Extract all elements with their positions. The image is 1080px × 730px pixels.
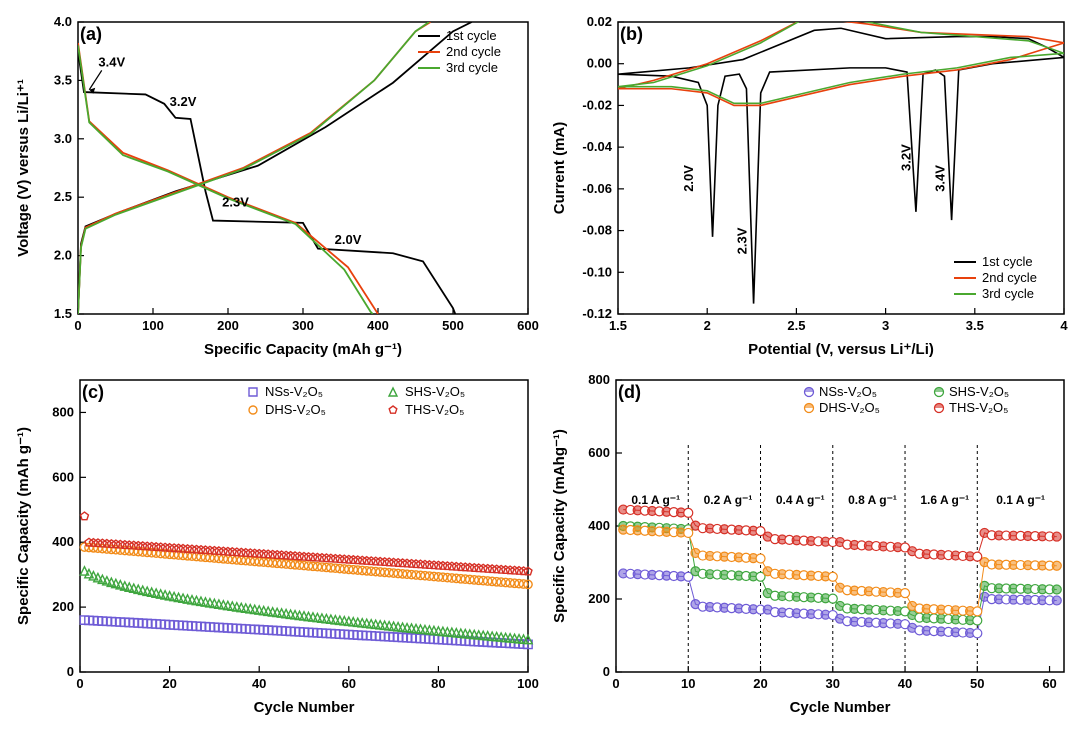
svg-text:400: 400 bbox=[588, 518, 610, 533]
svg-text:60: 60 bbox=[342, 676, 356, 691]
svg-text:2: 2 bbox=[704, 318, 711, 333]
svg-text:50: 50 bbox=[970, 676, 984, 691]
svg-text:Cycle Number: Cycle Number bbox=[790, 699, 891, 716]
svg-text:SHS-V₂O₅: SHS-V₂O₅ bbox=[405, 384, 465, 399]
svg-text:THS-V₂O₅: THS-V₂O₅ bbox=[405, 402, 464, 417]
svg-text:30: 30 bbox=[826, 676, 840, 691]
svg-text:0: 0 bbox=[74, 318, 81, 333]
svg-text:Specific Capacity (mAh g⁻¹): Specific Capacity (mAh g⁻¹) bbox=[204, 341, 402, 358]
svg-text:3rd cycle: 3rd cycle bbox=[982, 286, 1034, 301]
svg-text:0.1 A g⁻¹: 0.1 A g⁻¹ bbox=[631, 493, 680, 507]
panel-b: 1.522.533.54-0.12-0.10-0.08-0.06-0.04-0.… bbox=[546, 10, 1076, 362]
svg-text:Potential (V, versus Li⁺/Li): Potential (V, versus Li⁺/Li) bbox=[748, 341, 934, 358]
svg-text:0.1 A g⁻¹: 0.1 A g⁻¹ bbox=[996, 493, 1045, 507]
svg-text:2.5: 2.5 bbox=[787, 318, 805, 333]
svg-text:-0.10: -0.10 bbox=[582, 264, 612, 279]
svg-text:100: 100 bbox=[517, 676, 539, 691]
svg-text:2.5: 2.5 bbox=[54, 189, 72, 204]
svg-text:-0.04: -0.04 bbox=[582, 139, 612, 154]
svg-text:80: 80 bbox=[431, 676, 445, 691]
svg-text:4: 4 bbox=[1060, 318, 1068, 333]
svg-text:0.8 A g⁻¹: 0.8 A g⁻¹ bbox=[848, 493, 897, 507]
svg-text:3.5: 3.5 bbox=[966, 318, 984, 333]
svg-text:0.2 A g⁻¹: 0.2 A g⁻¹ bbox=[704, 493, 753, 507]
svg-text:600: 600 bbox=[588, 445, 610, 460]
svg-text:400: 400 bbox=[367, 318, 389, 333]
svg-text:(d): (d) bbox=[618, 382, 641, 402]
svg-text:-0.08: -0.08 bbox=[582, 223, 612, 238]
svg-text:300: 300 bbox=[292, 318, 314, 333]
svg-text:1st cycle: 1st cycle bbox=[982, 254, 1033, 269]
svg-text:10: 10 bbox=[681, 676, 695, 691]
svg-text:1.6 A g⁻¹: 1.6 A g⁻¹ bbox=[920, 493, 969, 507]
svg-text:3: 3 bbox=[882, 318, 889, 333]
svg-text:20: 20 bbox=[162, 676, 176, 691]
svg-text:600: 600 bbox=[52, 469, 74, 484]
svg-text:4.0: 4.0 bbox=[54, 14, 72, 29]
panel-d: 01020304050600200400600800Cycle NumberSp… bbox=[546, 368, 1076, 720]
svg-text:NSs-V₂O₅: NSs-V₂O₅ bbox=[819, 384, 877, 399]
svg-text:Current (mA): Current (mA) bbox=[551, 122, 568, 215]
svg-text:DHS-V₂O₅: DHS-V₂O₅ bbox=[819, 400, 880, 415]
svg-text:(b): (b) bbox=[620, 24, 643, 44]
svg-text:800: 800 bbox=[588, 372, 610, 387]
svg-text:0.4 A g⁻¹: 0.4 A g⁻¹ bbox=[776, 493, 825, 507]
svg-text:Cycle Number: Cycle Number bbox=[254, 699, 355, 716]
svg-text:200: 200 bbox=[588, 591, 610, 606]
svg-text:3.5: 3.5 bbox=[54, 72, 72, 87]
svg-text:0.00: 0.00 bbox=[587, 56, 612, 71]
svg-text:3.2V: 3.2V bbox=[170, 94, 197, 109]
svg-text:2nd cycle: 2nd cycle bbox=[446, 44, 501, 59]
svg-text:0: 0 bbox=[67, 664, 74, 679]
svg-text:200: 200 bbox=[217, 318, 239, 333]
svg-text:3.4V: 3.4V bbox=[932, 165, 947, 192]
svg-text:Specific Capacity (mAhg⁻¹): Specific Capacity (mAhg⁻¹) bbox=[551, 429, 568, 623]
svg-text:60: 60 bbox=[1042, 676, 1056, 691]
svg-text:Specific Capacity (mAh g⁻¹): Specific Capacity (mAh g⁻¹) bbox=[15, 427, 32, 625]
svg-text:400: 400 bbox=[52, 534, 74, 549]
svg-text:NSs-V₂O₅: NSs-V₂O₅ bbox=[265, 384, 323, 399]
svg-text:-0.02: -0.02 bbox=[582, 97, 612, 112]
svg-text:20: 20 bbox=[753, 676, 767, 691]
svg-text:0.02: 0.02 bbox=[587, 14, 612, 29]
svg-text:Voltage (V) versus Li/Li⁺¹: Voltage (V) versus Li/Li⁺¹ bbox=[15, 79, 32, 257]
svg-text:THS-V₂O₅: THS-V₂O₅ bbox=[949, 400, 1008, 415]
panel-a: 0 100 200 300 400 500 600 1.5 2.0 2.5 3.0 3.5 4.0 Spe… bbox=[10, 10, 540, 362]
svg-text:2nd cycle: 2nd cycle bbox=[982, 270, 1037, 285]
svg-text:3rd cycle: 3rd cycle bbox=[446, 60, 498, 75]
svg-text:-0.06: -0.06 bbox=[582, 181, 612, 196]
svg-text:0: 0 bbox=[612, 676, 619, 691]
panel-c: 0 20 40 60 80 100 0 200 400 600 800 Cycle Number Spe… bbox=[10, 368, 540, 720]
svg-text:0: 0 bbox=[603, 664, 610, 679]
svg-text:2.0: 2.0 bbox=[54, 248, 72, 263]
svg-text:800: 800 bbox=[52, 404, 74, 419]
svg-text:DHS-V₂O₅: DHS-V₂O₅ bbox=[265, 402, 326, 417]
svg-text:100: 100 bbox=[142, 318, 164, 333]
svg-text:1st cycle: 1st cycle bbox=[446, 28, 497, 43]
svg-text:500: 500 bbox=[442, 318, 464, 333]
svg-text:1.5: 1.5 bbox=[54, 306, 72, 321]
svg-text:SHS-V₂O₅: SHS-V₂O₅ bbox=[949, 384, 1009, 399]
svg-text:600: 600 bbox=[517, 318, 539, 333]
svg-text:40: 40 bbox=[252, 676, 266, 691]
svg-text:3.0: 3.0 bbox=[54, 131, 72, 146]
svg-text:2.3V: 2.3V bbox=[222, 195, 249, 210]
svg-text:0: 0 bbox=[76, 676, 83, 691]
svg-text:200: 200 bbox=[52, 599, 74, 614]
svg-text:40: 40 bbox=[898, 676, 912, 691]
svg-text:2.3V: 2.3V bbox=[734, 227, 749, 254]
svg-text:3.2V: 3.2V bbox=[899, 144, 914, 171]
svg-text:3.4V: 3.4V bbox=[98, 54, 125, 69]
figure-grid: 01002003004005006001.52.02.53.03.54.0Spe… bbox=[10, 10, 1070, 720]
svg-text:(a): (a) bbox=[80, 24, 102, 44]
svg-text:2.0V: 2.0V bbox=[335, 232, 362, 247]
svg-text:(c): (c) bbox=[82, 382, 104, 402]
svg-text:2.0V: 2.0V bbox=[681, 165, 696, 192]
svg-text:-0.12: -0.12 bbox=[582, 306, 612, 321]
